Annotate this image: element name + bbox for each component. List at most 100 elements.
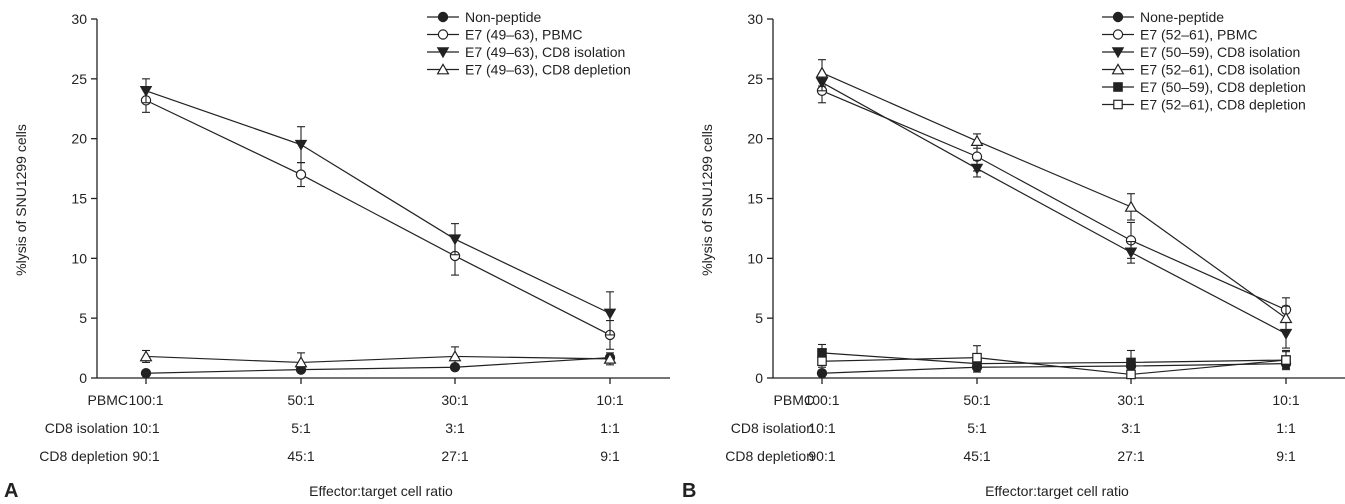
data-point — [1281, 355, 1291, 365]
series-line — [145, 357, 611, 374]
series-line — [145, 99, 611, 336]
legend-entry: E7 (52–61), CD8 isolation — [1102, 62, 1300, 78]
y-tick-label: 30 — [747, 11, 763, 27]
legend-label: None-peptide — [1140, 9, 1224, 25]
x-tick-label: 100:1 — [128, 392, 163, 408]
y-tick-label: 15 — [71, 191, 87, 207]
data-point — [1126, 369, 1136, 380]
data-point — [1279, 328, 1293, 340]
series-2 — [816, 78, 1292, 323]
series-1 — [816, 358, 1292, 379]
x-tick-label: 3:1 — [445, 420, 465, 436]
legend-entry: E7 (49–63), CD8 isolation — [427, 44, 625, 60]
legend-label: E7 (52–61), PBMC — [1140, 27, 1258, 43]
x-tick-label: 45:1 — [287, 448, 314, 464]
ratio-row-label: CD8 isolation — [45, 420, 128, 436]
x-tick-label: 30:1 — [441, 392, 468, 408]
data-point — [816, 368, 828, 379]
series-line — [821, 90, 1287, 311]
series-line — [145, 355, 611, 364]
series-line — [821, 352, 1287, 365]
legend-marker — [1111, 47, 1125, 59]
x-tick-label: 45:1 — [963, 448, 990, 464]
legend-marker — [436, 63, 450, 75]
legend-marker — [1113, 99, 1123, 110]
y-tick-label: 30 — [71, 11, 87, 27]
series-4 — [815, 59, 1293, 331]
ratio-row-label: CD8 depletion — [39, 448, 128, 464]
x-tick-label: 3:1 — [1121, 420, 1141, 436]
x-tick-label: 5:1 — [291, 420, 311, 436]
x-tick-label: 10:1 — [132, 420, 159, 436]
legend-entry: None-peptide — [1102, 9, 1224, 25]
data-point — [448, 234, 462, 246]
x-tick-label: 90:1 — [132, 448, 159, 464]
data-point — [139, 350, 153, 362]
x-tick-label: 9:1 — [1276, 448, 1296, 464]
series-3 — [815, 73, 1293, 349]
legend-marker — [437, 11, 449, 23]
data-point — [1124, 247, 1138, 259]
legend-entry: E7 (52–61), PBMC — [1102, 27, 1258, 43]
x-tick-label: 90:1 — [808, 448, 835, 464]
legend-entry: E7 (50–59), CD8 isolation — [1102, 44, 1300, 60]
data-point — [1126, 357, 1136, 368]
data-point — [294, 356, 308, 368]
data-point — [295, 169, 307, 180]
y-tick-label: 5 — [755, 310, 763, 326]
y-axis-title: %lysis of SNU1299 cells — [13, 124, 29, 276]
x-tick-label: 27:1 — [441, 448, 468, 464]
x-tick-label: 10:1 — [596, 392, 623, 408]
series-2 — [140, 87, 616, 350]
legend-marker — [437, 29, 449, 40]
x-tick-label: 5:1 — [967, 420, 987, 436]
x-tick-label: 50:1 — [287, 392, 314, 408]
x-tick-label: 50:1 — [963, 392, 990, 408]
data-point — [139, 86, 153, 98]
data-point — [972, 352, 982, 363]
legend-label: Non-peptide — [465, 9, 541, 25]
x-tick-label: 1:1 — [600, 420, 620, 436]
legend-entry: E7 (49–63), PBMC — [427, 27, 583, 43]
data-point — [815, 66, 829, 78]
legend-label: E7 (52–61), CD8 depletion — [1140, 97, 1306, 113]
series-line — [821, 363, 1287, 374]
legend-marker — [436, 47, 450, 59]
x-tick-label: 10:1 — [808, 420, 835, 436]
ratio-row-label: PBMC — [88, 392, 128, 408]
data-point — [603, 352, 617, 364]
series-6 — [817, 345, 1291, 380]
data-point — [294, 139, 308, 151]
data-point — [970, 163, 984, 175]
x-tick-label: 100:1 — [804, 392, 839, 408]
y-tick-label: 20 — [71, 131, 87, 147]
legend-marker — [1111, 63, 1125, 75]
y-tick-label: 0 — [79, 370, 87, 386]
y-tick-label: 25 — [71, 71, 87, 87]
series-1 — [140, 352, 616, 379]
series-line — [821, 81, 1287, 335]
y-tick-label: 10 — [71, 250, 87, 266]
series-3 — [139, 78, 617, 336]
data-point — [1124, 200, 1138, 212]
x-tick-label: 10:1 — [1272, 392, 1299, 408]
data-point — [140, 368, 152, 379]
data-point — [603, 308, 617, 320]
y-tick-label: 25 — [747, 71, 763, 87]
ratio-row-label: CD8 depletion — [725, 448, 814, 464]
legend-entry: E7 (52–61), CD8 depletion — [1102, 97, 1306, 113]
series-line — [821, 72, 1287, 319]
x-tick-label: 27:1 — [1117, 448, 1144, 464]
panel-label: A — [4, 480, 18, 502]
data-point — [970, 134, 984, 146]
legend-label: E7 (49–63), CD8 isolation — [465, 44, 625, 60]
data-point — [1279, 311, 1293, 324]
x-tick-label: 1:1 — [1276, 420, 1296, 436]
legend-entry: E7 (50–59), CD8 depletion — [1102, 79, 1306, 95]
y-tick-label: 10 — [747, 250, 763, 266]
panel-label: B — [682, 480, 696, 502]
y-tick-label: 20 — [747, 131, 763, 147]
ratio-row-label: CD8 isolation — [731, 420, 814, 436]
